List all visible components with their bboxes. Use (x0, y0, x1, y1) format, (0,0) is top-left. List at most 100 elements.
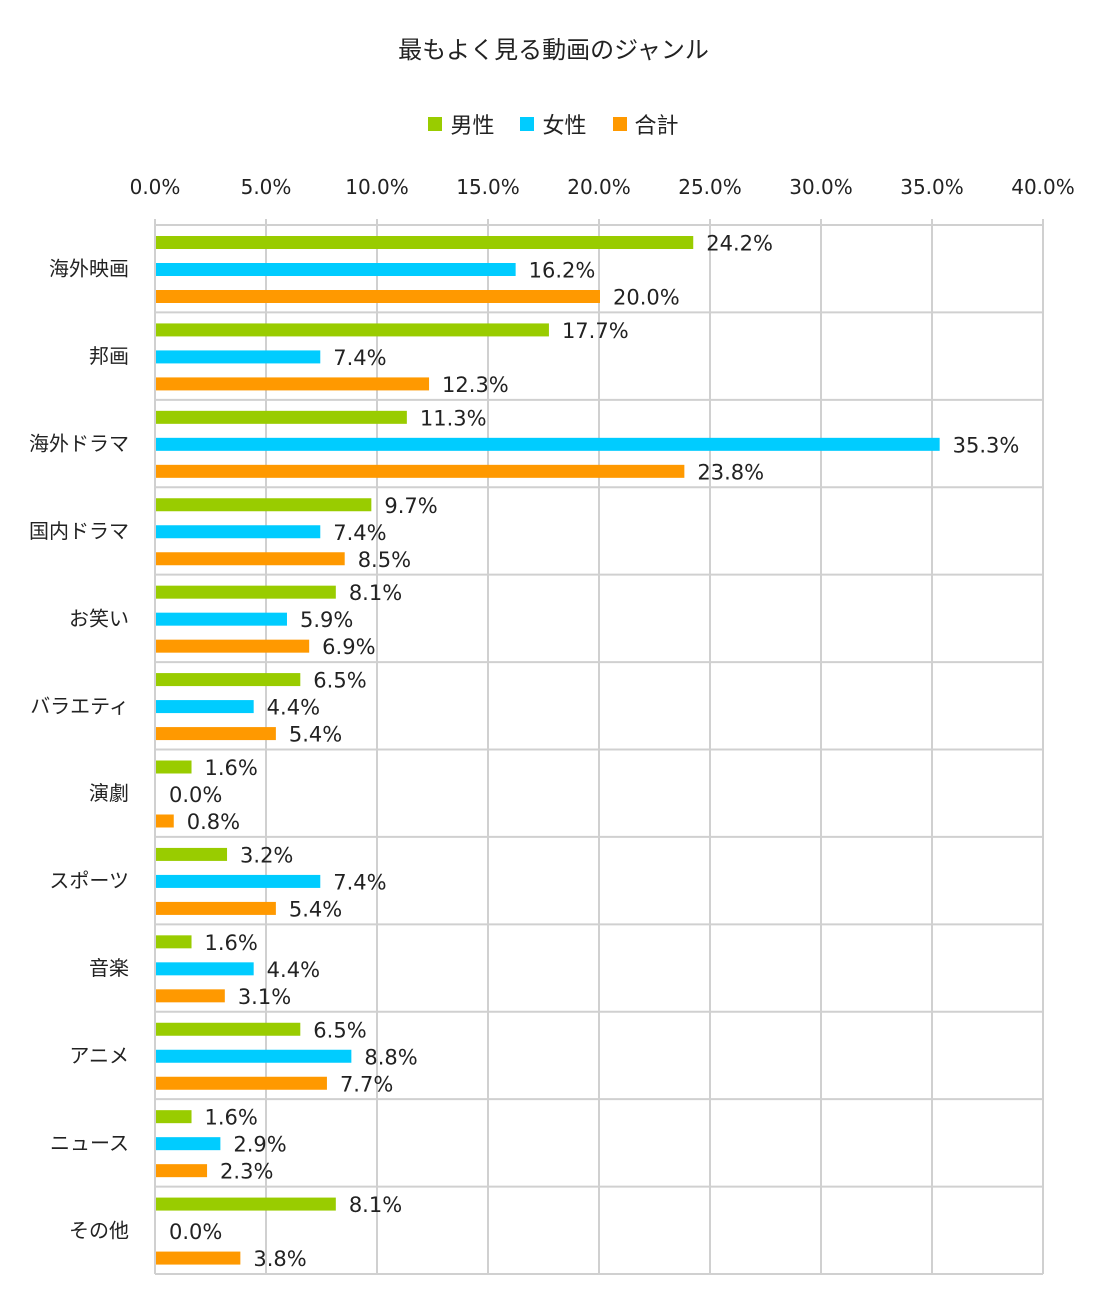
value-label-male-11: 8.1% (349, 1193, 402, 1217)
value-label-female-8: 4.4% (267, 958, 320, 982)
bar-total-6 (156, 814, 174, 828)
legend: 男性 女性 合計 (0, 108, 1107, 140)
category-label-1: 邦画 (89, 344, 129, 368)
value-label-female-10: 2.9% (233, 1133, 286, 1157)
bar-total-7 (156, 901, 276, 915)
legend-swatch-male (428, 117, 443, 131)
bar-female-0 (156, 263, 516, 276)
value-label-female-11: 0.0% (169, 1220, 222, 1244)
bar-female-4 (156, 612, 287, 626)
bar-male-11 (156, 1197, 336, 1211)
bar-male-6 (156, 760, 192, 774)
value-label-total-9: 7.7% (340, 1072, 393, 1096)
value-label-total-3: 8.5% (358, 548, 411, 572)
value-label-total-8: 3.1% (238, 985, 291, 1009)
value-label-female-9: 8.8% (364, 1045, 417, 1069)
value-label-female-4: 5.9% (300, 608, 353, 632)
category-label-10: ニュース (50, 1131, 129, 1155)
bar-total-8 (156, 989, 225, 1003)
value-label-total-5: 5.4% (289, 723, 342, 747)
value-label-male-1: 17.7% (562, 319, 629, 343)
value-label-female-3: 7.4% (333, 521, 386, 545)
bar-male-2 (156, 410, 407, 424)
bar-total-3 (156, 552, 345, 566)
bar-female-3 (156, 525, 321, 539)
bar-female-1 (156, 350, 321, 364)
bar-total-1 (156, 377, 430, 391)
value-label-female-0: 16.2% (529, 259, 596, 283)
legend-swatch-total (612, 117, 627, 131)
bar-male-7 (156, 847, 228, 861)
bar-male-1 (156, 323, 549, 337)
x-tick-label-3: 15.0% (456, 175, 520, 199)
value-label-male-8: 1.6% (205, 931, 258, 955)
bar-female-7 (156, 874, 321, 888)
bar-male-9 (156, 1022, 301, 1036)
category-label-4: お笑い (69, 606, 129, 630)
x-tick-label-5: 25.0% (678, 175, 742, 199)
bar-female-8 (156, 962, 254, 976)
x-tick-label-1: 5.0% (241, 175, 292, 199)
category-label-9: アニメ (69, 1043, 129, 1067)
bar-female-10 (156, 1137, 221, 1151)
category-label-11: その他 (69, 1218, 129, 1242)
value-label-female-7: 7.4% (333, 870, 386, 894)
category-label-6: 演劇 (89, 781, 129, 805)
bar-male-5 (156, 673, 301, 687)
bar-male-4 (156, 585, 336, 599)
value-label-male-0: 24.2% (706, 232, 773, 256)
value-label-total-4: 6.9% (322, 635, 375, 659)
value-label-total-2: 23.8% (697, 460, 764, 484)
category-label-0: 海外映画 (49, 257, 129, 281)
category-label-8: 音楽 (89, 956, 129, 980)
bar-total-10 (156, 1164, 208, 1178)
value-label-male-2: 11.3% (420, 406, 487, 430)
bar-total-0 (156, 290, 600, 303)
x-tick-label-0: 0.0% (130, 175, 181, 199)
legend-item-total: 合計 (612, 108, 679, 140)
value-label-total-1: 12.3% (442, 373, 509, 397)
value-label-female-6: 0.0% (169, 783, 222, 807)
bar-male-0 (156, 236, 694, 249)
bar-total-5 (156, 727, 276, 741)
x-tick-label-4: 20.0% (567, 175, 631, 199)
value-label-male-6: 1.6% (205, 756, 258, 780)
legend-item-female: 女性 (520, 108, 587, 140)
value-label-male-9: 6.5% (313, 1018, 366, 1042)
value-label-total-7: 5.4% (289, 897, 342, 921)
value-label-total-6: 0.8% (187, 810, 240, 834)
bar-male-10 (156, 1110, 192, 1124)
legend-swatch-female (520, 117, 535, 131)
value-label-male-10: 1.6% (205, 1106, 258, 1130)
bar-male-3 (156, 498, 372, 512)
value-label-male-5: 6.5% (313, 669, 366, 693)
value-label-female-2: 35.3% (953, 433, 1020, 457)
value-label-female-1: 7.4% (333, 346, 386, 370)
legend-label-female: 女性 (542, 114, 587, 139)
x-tick-label-7: 35.0% (900, 175, 964, 199)
value-label-female-5: 4.4% (267, 696, 320, 720)
value-label-total-11: 3.8% (253, 1247, 306, 1271)
legend-label-total: 合計 (634, 114, 679, 139)
x-tick-label-8: 40.0% (1011, 175, 1075, 199)
value-label-male-4: 8.1% (349, 581, 402, 605)
bar-male-8 (156, 935, 192, 949)
value-label-total-0: 20.0% (613, 286, 680, 310)
legend-item-male: 男性 (428, 108, 494, 140)
bar-total-11 (156, 1251, 241, 1265)
category-label-2: 海外ドラマ (29, 432, 129, 456)
bar-total-2 (156, 464, 685, 478)
x-tick-label-2: 10.0% (345, 175, 409, 199)
category-label-7: スポーツ (49, 869, 129, 893)
value-label-male-7: 3.2% (240, 843, 293, 867)
category-label-5: バラエティ (30, 694, 129, 718)
bar-total-9 (156, 1076, 327, 1090)
bar-female-2 (156, 437, 940, 451)
chart-title: 最もよく見る動画のジャンル (398, 36, 709, 64)
x-tick-label-6: 30.0% (789, 175, 853, 199)
value-label-male-3: 9.7% (384, 494, 437, 518)
bar-female-9 (156, 1049, 352, 1063)
value-label-total-10: 2.3% (220, 1160, 273, 1184)
category-label-3: 国内ドラマ (29, 519, 129, 543)
